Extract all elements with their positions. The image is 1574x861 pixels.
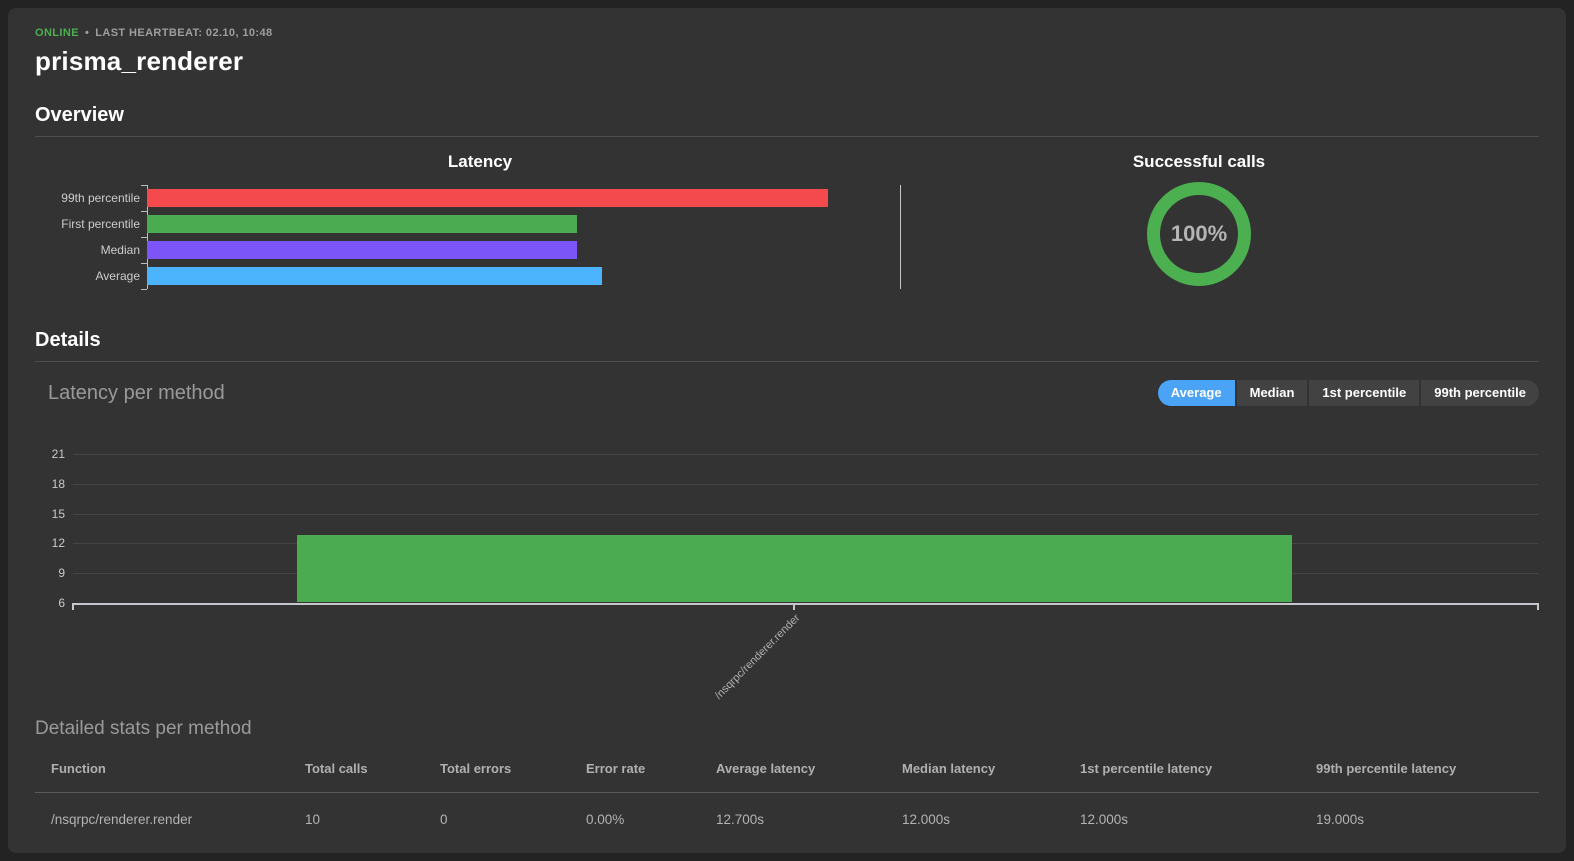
gridline [73, 513, 1538, 515]
gridline [73, 483, 1538, 485]
table-cell: 0.00% [586, 812, 625, 827]
table-cell: 12.000s [1080, 812, 1129, 827]
latency-axis-tick [141, 185, 147, 186]
metric-toggle-group: Average Median 1st percentile 99th percenti… [1157, 380, 1539, 406]
status-line: ONLINE • LAST HEARTBEAT: 02.10, 10:48 [35, 27, 1539, 39]
last-heartbeat-text: LAST HEARTBEAT: 02.10, 10:48 [95, 27, 273, 39]
success-percentage: 100% [1170, 221, 1228, 246]
y-tick-label: 15 [51, 506, 65, 521]
latency-axis-tick [141, 289, 147, 290]
table-cell: /nsqrpc/renderer.render [51, 812, 193, 827]
dashboard-panel: ONLINE • LAST HEARTBEAT: 02.10, 10:48 pris… [8, 8, 1566, 853]
table-cell: 10 [305, 812, 321, 827]
x-axis-category-label: /nsqrpc/renderer.render [712, 612, 803, 702]
table-header-cell: 1st percentile latency [1080, 760, 1213, 776]
status-separator: • [84, 27, 90, 39]
x-axis-baseline [73, 603, 1538, 605]
latency-bar [147, 267, 603, 285]
table-header-cell: Error rate [586, 760, 646, 776]
section-heading-details: Details [35, 329, 101, 351]
x-axis-tick [792, 603, 795, 610]
toggle-99th-percentile[interactable]: 99th percentile [1421, 380, 1539, 406]
latency-bar-label: Average [95, 269, 140, 283]
y-tick-label: 9 [58, 566, 65, 581]
latency-bar-track [147, 189, 900, 207]
toggle-1st-percentile[interactable]: 1st percentile [1309, 380, 1420, 406]
overview-divider [35, 136, 1539, 137]
latency-axis-tick [141, 211, 147, 212]
success-donut-ring: 100% [1147, 182, 1251, 286]
success-chart-title: Successful calls [1132, 152, 1266, 171]
y-tick-label: 21 [51, 447, 65, 461]
gridline [73, 454, 1538, 455]
latency-bar [147, 215, 578, 233]
y-tick-label: 6 [58, 596, 65, 610]
latency-bar [147, 241, 578, 259]
latency-chart-title: Latency [447, 152, 513, 171]
latency-bar-track [147, 241, 900, 259]
success-calls-chart: Successful calls 100% [1097, 152, 1301, 286]
x-axis-tick [1537, 603, 1539, 610]
toggle-median[interactable]: Median [1236, 380, 1308, 406]
page-title: prisma_renderer [35, 46, 244, 76]
y-tick-label: 18 [51, 476, 65, 491]
latency-bar-row: First percentile [35, 211, 925, 237]
latency-axis-tick [141, 263, 147, 264]
detailed-stats-title: Detailed stats per method [35, 718, 252, 739]
table-header-cell: Median latency [902, 760, 996, 776]
section-heading-overview: Overview [35, 104, 124, 126]
stats-table: Function Total calls Total errors Error rat… [35, 744, 1539, 846]
table-header-cell: Average latency [716, 760, 816, 776]
latency-bar-row: Median [35, 237, 925, 263]
latency-axis-tick [141, 237, 147, 238]
latency-y-axis-line [147, 185, 148, 289]
latency-end-gridline [900, 185, 901, 289]
latency-bar-label: Median [100, 243, 140, 257]
toggle-average[interactable]: Average [1157, 380, 1235, 406]
method-latency-bar [297, 535, 1292, 602]
table-header-cell: Function [51, 760, 106, 776]
status-online-badge: ONLINE [35, 27, 79, 39]
table-row: /nsqrpc/renderer.render 10 0 0.00% 12.700s 12… [51, 793, 1539, 846]
latency-bars-area: 99th percentile First percentile Median Ave… [35, 185, 925, 290]
method-chart-plot: /nsqrpc/renderer.render 21 18 15 12 9 6 [52, 447, 1539, 702]
table-cell: 12.700s [716, 812, 765, 827]
overview-charts-row: Latency 99th percentile First percentile M… [35, 152, 1539, 302]
latency-bar-label: First percentile [61, 217, 140, 231]
latency-per-method-header: Latency per method Average Median 1st perc… [35, 380, 1539, 406]
y-tick-label: 12 [51, 536, 65, 551]
latency-per-method-title: Latency per method [48, 381, 225, 404]
x-axis-tick [72, 603, 74, 610]
latency-bar-row: 99th percentile [35, 185, 925, 211]
table-header-row: Function Total calls Total errors Error rat… [51, 744, 1539, 792]
table-header-cell: 99th percentile latency [1316, 760, 1457, 776]
latency-bar-label: 99th percentile [61, 191, 140, 205]
latency-overview-chart: Latency 99th percentile First percentile M… [35, 152, 925, 290]
table-header-cell: Total errors [440, 760, 512, 776]
table-cell: 19.000s [1316, 812, 1365, 827]
latency-bar-row: Average [35, 263, 925, 289]
table-cell: 12.000s [902, 812, 951, 827]
latency-per-method-chart: /nsqrpc/renderer.render 21 18 15 12 9 6 [35, 432, 1539, 714]
table-header-cell: Total calls [305, 760, 368, 776]
latency-bar-track [147, 215, 900, 233]
table-divider [35, 792, 1539, 793]
latency-bar [147, 189, 829, 207]
latency-bar-track [147, 267, 900, 285]
details-divider [35, 361, 1539, 362]
table-cell: 0 [440, 812, 448, 827]
